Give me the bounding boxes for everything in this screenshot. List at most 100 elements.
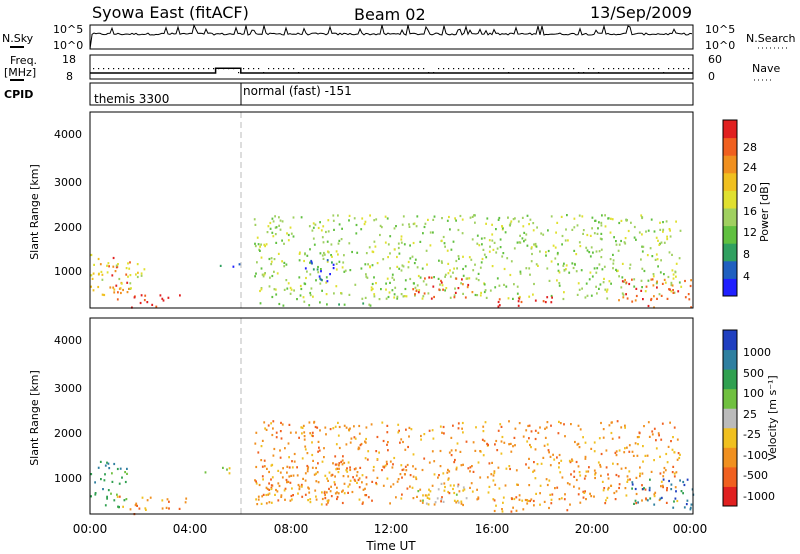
nave-dot: [403, 68, 405, 70]
rti-cell: [456, 442, 459, 445]
rti-cell: [667, 275, 670, 279]
rti-cell: [404, 448, 407, 451]
rti-cell: [292, 235, 295, 238]
rti-cell: [666, 489, 668, 492]
rti-cell: [607, 488, 609, 491]
rti-cell: [266, 487, 269, 491]
rti-cell: [673, 472, 676, 475]
rti-cell: [443, 242, 446, 245]
rti-cell: [584, 455, 587, 458]
rti-cell: [327, 250, 329, 253]
rti-cell: [486, 217, 489, 220]
rti-cell: [398, 267, 401, 270]
rti-cell: [550, 294, 553, 298]
rti-cell: [408, 426, 411, 429]
rti-cell: [585, 498, 587, 501]
rti-cell: [306, 464, 309, 468]
rti-cell: [267, 225, 270, 228]
rti-cell: [589, 492, 591, 495]
rti-cell: [558, 498, 561, 501]
nave-dot: [283, 68, 285, 70]
rti-cell: [498, 298, 501, 301]
rti-cell: [440, 500, 442, 503]
rti-cell: [389, 267, 391, 270]
rti-cell: [649, 247, 652, 250]
rti-cell: [422, 499, 424, 502]
rti-cell: [639, 466, 641, 469]
velocity-colorbar-segment: [723, 349, 737, 370]
rti-cell: [462, 267, 464, 271]
rti-cell: [340, 292, 343, 295]
rti-cell: [338, 446, 341, 450]
rti-cell: [560, 497, 563, 500]
rti-cell: [413, 262, 416, 265]
rti-cell: [584, 441, 587, 444]
rti-cell: [389, 235, 392, 238]
rti-cell: [375, 481, 377, 485]
rti-cell: [259, 245, 261, 248]
rti-cell: [94, 481, 96, 484]
rti-cell: [604, 225, 607, 228]
rti-cell: [371, 480, 374, 483]
rti-cell: [258, 248, 261, 251]
rti-cell: [631, 481, 634, 484]
rti-cell: [94, 492, 97, 495]
rti-cell: [425, 502, 428, 505]
rti-cell: [602, 281, 605, 284]
rti-cell: [293, 460, 296, 463]
rti-cell: [544, 427, 546, 430]
rti-cell: [301, 485, 303, 488]
rti-cell: [402, 295, 405, 298]
rti-cell: [322, 257, 325, 260]
rti-cell: [533, 461, 535, 464]
rti-cell: [397, 423, 400, 426]
rti-cell: [358, 477, 361, 480]
nave-dot: [618, 68, 620, 70]
rti-cell: [582, 496, 585, 499]
rti-cell: [400, 497, 403, 500]
rti-cell: [275, 431, 278, 434]
rti-cell: [596, 232, 599, 235]
rti-cell: [328, 487, 330, 490]
rti-cell: [618, 486, 620, 490]
rti-cell: [589, 255, 592, 258]
rti-cell: [165, 506, 168, 509]
rti-cell: [254, 275, 256, 278]
rti-cell: [310, 434, 313, 437]
rti-cell: [439, 449, 442, 453]
rti-cell: [115, 284, 118, 287]
rti-cell: [646, 499, 649, 502]
rti-cell: [483, 290, 486, 294]
nave-dot: [598, 72, 600, 74]
nave-dot: [543, 68, 545, 70]
rti-cell: [482, 425, 485, 428]
velocity-panel: 4000 3000 2000 1000 Slant Range [km] 100…: [28, 317, 779, 516]
rti-cell: [109, 286, 112, 289]
rti-cell: [590, 495, 593, 498]
velocity-data: [90, 420, 695, 516]
rti-cell: [311, 453, 314, 457]
nave-dot: [263, 72, 265, 74]
rti-cell: [324, 474, 327, 477]
nave-dot: [688, 68, 690, 70]
rti-cell: [460, 502, 463, 505]
rti-cell: [669, 421, 671, 424]
rti-cell: [452, 240, 455, 243]
rti-cell: [256, 261, 258, 264]
rti-cell: [453, 296, 456, 299]
rti-cell: [320, 229, 323, 232]
rti-cell: [536, 226, 538, 229]
rti-cell: [524, 238, 527, 241]
rti-cell: [112, 265, 115, 268]
rti-cell: [309, 248, 311, 251]
rti-cell: [663, 241, 666, 244]
rti-cell: [353, 436, 356, 439]
rti-cell: [628, 444, 631, 447]
rti-cell: [371, 250, 374, 253]
rti-cell: [448, 451, 451, 454]
rti-cell: [405, 295, 408, 298]
rti-cell: [375, 218, 378, 221]
rti-cell: [483, 253, 486, 256]
rti-cell: [116, 495, 119, 498]
rti-cell: [528, 484, 531, 487]
